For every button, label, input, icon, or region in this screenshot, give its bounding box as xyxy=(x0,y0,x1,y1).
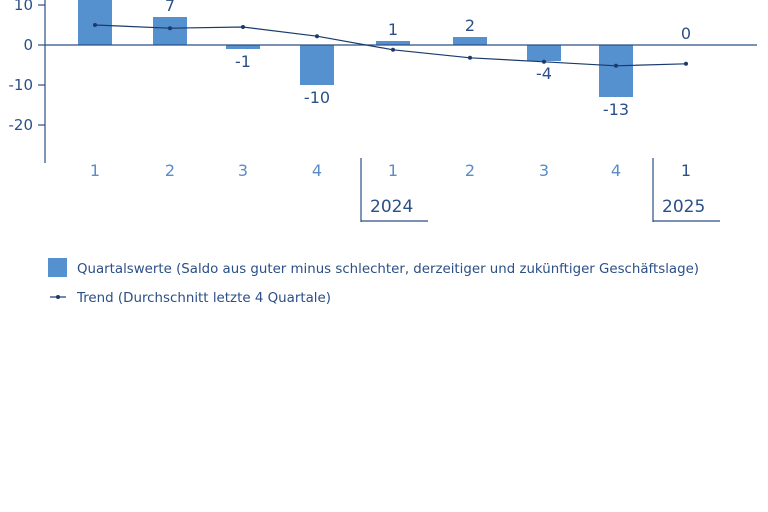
data-labels: 7 -1 -10 1 2 -4 -13 0 xyxy=(165,0,691,119)
data-label-3: -10 xyxy=(304,88,330,107)
bar-4 xyxy=(376,41,410,45)
data-label-8: 0 xyxy=(681,24,691,43)
x-tick-label-7: 4 xyxy=(611,161,621,180)
x-tick-label-6: 3 xyxy=(539,161,549,180)
data-label-1: 7 xyxy=(165,0,175,15)
trend-point-4 xyxy=(391,47,395,52)
x-axis: 1 2 3 4 1 2 3 4 1 2024 2025 xyxy=(90,158,720,222)
trend-point-0 xyxy=(93,23,97,27)
data-label-5: 2 xyxy=(465,16,475,35)
data-label-7: -13 xyxy=(603,100,629,119)
y-tick-label: 10 xyxy=(14,0,33,14)
legend-line-marker xyxy=(56,295,60,299)
x-tick-label-8: 1 xyxy=(681,161,691,180)
trend-point-1 xyxy=(168,26,172,31)
trend-point-3 xyxy=(315,34,319,39)
trend-point-7 xyxy=(614,63,618,68)
y-tick-label: -20 xyxy=(9,116,34,134)
year-label-1: 2025 xyxy=(662,197,705,217)
bar-3 xyxy=(300,45,334,85)
trend-point-5 xyxy=(468,55,472,60)
x-tick-label-3: 4 xyxy=(312,161,322,180)
bars xyxy=(78,0,703,97)
trend-point-2 xyxy=(241,25,245,29)
data-label-2: -1 xyxy=(235,52,251,71)
trend-point-6 xyxy=(542,59,546,64)
year-label-0: 2024 xyxy=(370,197,413,217)
bar-1 xyxy=(153,17,187,45)
y-axis: 10 0 -10 -20 xyxy=(9,0,46,163)
bar-0 xyxy=(78,0,112,45)
x-tick-label-1: 2 xyxy=(165,161,175,180)
data-label-4: 1 xyxy=(388,20,398,39)
x-tick-label-0: 1 xyxy=(90,161,100,180)
legend: Quartalswerte (Saldo aus guter minus sch… xyxy=(48,258,699,306)
x-tick-label-5: 2 xyxy=(465,161,475,180)
data-label-6: -4 xyxy=(536,64,552,83)
bar-2 xyxy=(226,45,260,49)
x-tick-label-4: 1 xyxy=(388,161,398,180)
bar-6 xyxy=(527,45,561,61)
x-tick-label-2: 3 xyxy=(238,161,248,180)
legend-bar-label: Quartalswerte (Saldo aus guter minus sch… xyxy=(77,262,699,277)
legend-bar-swatch xyxy=(48,258,67,277)
y-tick-label: -10 xyxy=(9,76,34,94)
trend-point-8 xyxy=(684,61,688,66)
trend-series xyxy=(93,23,688,68)
legend-line-label: Trend (Durchschnitt letzte 4 Quartale) xyxy=(76,291,331,306)
bar-5 xyxy=(453,37,487,45)
bar-7 xyxy=(599,45,633,97)
y-tick-label: 0 xyxy=(23,36,33,54)
